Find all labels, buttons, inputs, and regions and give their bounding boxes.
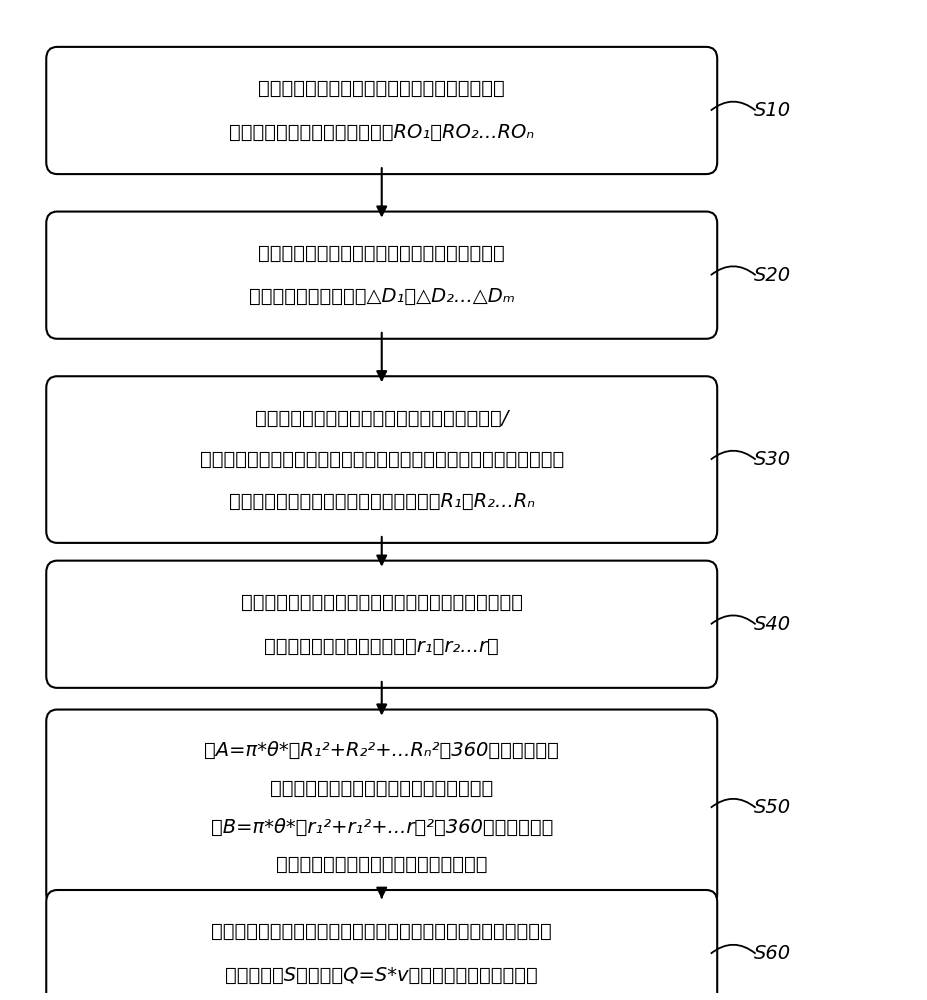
Text: 面的全部第一点位之间的零位校准距离：R₁、R₂...Rₙ: 面的全部第一点位之间的零位校准距离：R₁、R₂...Rₙ [228, 491, 534, 510]
Text: S10: S10 [753, 101, 790, 120]
FancyBboxPatch shape [46, 561, 717, 688]
Text: 利用第一类扇形的面积和第二类扇形的面积计算得到皮带上方物料: 利用第一类扇形的面积和第二类扇形的面积计算得到皮带上方物料 [211, 922, 552, 941]
FancyBboxPatch shape [46, 212, 717, 339]
Text: 相近的第二点位的下沉距离计算得到预设位置和皮带负载状态下的上表: 相近的第二点位的下沉距离计算得到预设位置和皮带负载状态下的上表 [199, 450, 564, 469]
Text: 测量皮带负载状态相对其空载状态下皮带上若干: 测量皮带负载状态相对其空载状态下皮带上若干 [258, 244, 504, 263]
Text: 根据全部第一点位的零位距离和与第一点位相邻/: 根据全部第一点位的零位距离和与第一点位相邻/ [255, 409, 508, 428]
Text: 与全部第一点位构成的第一类扇形的面积，: 与全部第一点位构成的第一类扇形的面积， [270, 778, 493, 797]
Text: S30: S30 [753, 450, 790, 469]
Text: 由B=π*θ*（r₁²+r₁²+...r⁦²）360计算预设位置: 由B=π*θ*（r₁²+r₁²+...r⁦²）360计算预设位置 [210, 818, 552, 837]
Text: 面若干第三点位的实时距离：r₁、r₂...r⁦: 面若干第三点位的实时距离：r₁、r₂...r⁦ [264, 636, 499, 655]
Text: 测量皮带空载状态下皮带上方预设位置至皮带上: 测量皮带空载状态下皮带上方预设位置至皮带上 [258, 79, 504, 98]
Text: S20: S20 [753, 266, 790, 285]
Text: 表面若干第一点位的零位距离：RO₁、RO₂...ROₙ: 表面若干第一点位的零位距离：RO₁、RO₂...ROₙ [229, 123, 534, 142]
Text: S40: S40 [753, 615, 790, 634]
FancyBboxPatch shape [46, 47, 717, 174]
FancyBboxPatch shape [46, 376, 717, 543]
Text: 第二点位的下沉距离：△D₁、△D₂...△Dₘ: 第二点位的下沉距离：△D₁、△D₂...△Dₘ [248, 287, 514, 306]
Text: S50: S50 [753, 798, 790, 817]
Text: 测量皮带负载状态下预设位置与皮带上方的物料的上表: 测量皮带负载状态下预设位置与皮带上方的物料的上表 [240, 593, 522, 612]
Text: S60: S60 [753, 944, 790, 963]
FancyBboxPatch shape [46, 710, 717, 906]
Text: 的截面面积S，并根据Q=S*v计算得到物料的实时流量: 的截面面积S，并根据Q=S*v计算得到物料的实时流量 [225, 966, 538, 985]
Text: 与全部第三点位构成的第二类扇形的面积: 与全部第三点位构成的第二类扇形的面积 [275, 855, 487, 874]
FancyBboxPatch shape [46, 890, 717, 1000]
Text: 由A=π*θ*（R₁²+R₂²+...Rₙ²）360计算预设位置: 由A=π*θ*（R₁²+R₂²+...Rₙ²）360计算预设位置 [204, 741, 559, 760]
